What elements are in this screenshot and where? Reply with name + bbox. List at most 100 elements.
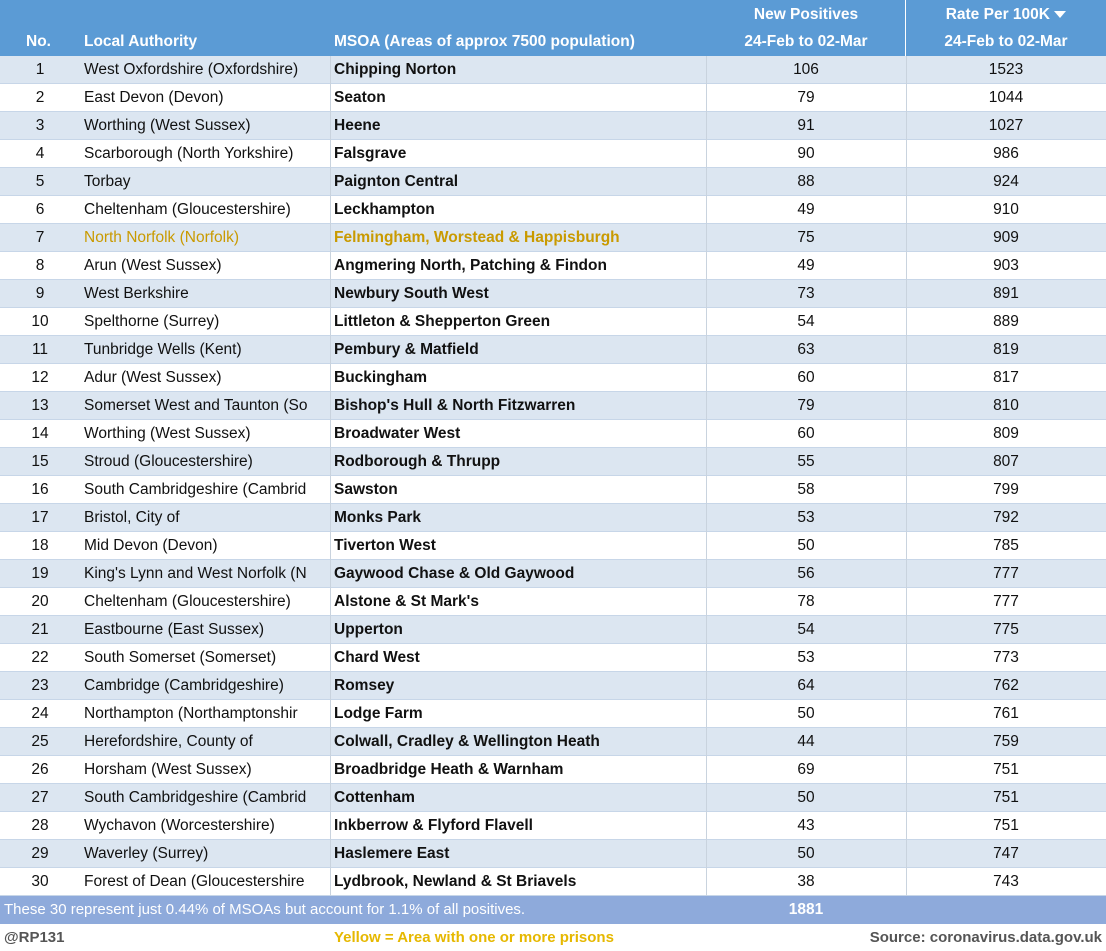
local-authority: Forest of Dean (Gloucestershire — [84, 873, 305, 890]
local-authority: King's Lynn and West Norfolk (N — [84, 565, 307, 582]
new-positives: 106 — [793, 61, 819, 78]
table-row — [0, 336, 1106, 364]
summary-total: 1881 — [788, 901, 824, 918]
row-number: 15 — [31, 453, 49, 470]
local-authority: Worthing (West Sussex) — [84, 117, 251, 134]
new-positives: 91 — [797, 117, 815, 134]
local-authority: Tunbridge Wells (Kent) — [84, 341, 242, 358]
rate: 986 — [993, 145, 1019, 162]
header-msoa: MSOA (Areas of approx 7500 population) — [334, 33, 635, 50]
table-row — [0, 252, 1106, 280]
local-authority: North Norfolk (Norfolk) — [84, 229, 240, 246]
row-number: 2 — [35, 89, 45, 106]
table-row — [0, 840, 1106, 868]
table-row — [0, 812, 1106, 840]
table-row — [0, 700, 1106, 728]
msoa: Tiverton West — [334, 537, 436, 554]
sort-icon[interactable] — [1054, 10, 1067, 19]
new-positives: 78 — [797, 593, 815, 610]
local-authority: Cambridge (Cambridgeshire) — [84, 677, 284, 694]
row-number: 21 — [31, 621, 49, 638]
rate: 761 — [993, 705, 1019, 722]
row-number: 17 — [31, 509, 49, 526]
header-period: 24-Feb to 02-Mar — [944, 33, 1068, 50]
row-number: 14 — [31, 425, 49, 442]
msoa: Buckingham — [334, 369, 428, 386]
new-positives: 88 — [797, 173, 815, 190]
table-row — [0, 84, 1106, 112]
header-no: No. — [26, 33, 51, 50]
rate: 1523 — [988, 61, 1024, 78]
rate: 773 — [993, 649, 1019, 666]
local-authority: South Somerset (Somerset) — [84, 649, 277, 666]
msoa: Chard West — [334, 649, 420, 666]
new-positives: 54 — [797, 621, 815, 638]
table-row — [0, 56, 1106, 84]
row-number: 11 — [31, 341, 49, 358]
new-positives: 38 — [797, 873, 815, 890]
table-row — [0, 168, 1106, 196]
new-positives: 53 — [797, 509, 815, 526]
table-row — [0, 112, 1106, 140]
legend-note: Yellow = Area with one or more prisons — [334, 929, 614, 946]
row-number: 25 — [31, 733, 49, 750]
rate: 924 — [993, 173, 1019, 190]
table-row — [0, 420, 1106, 448]
msoa: Upperton — [334, 621, 403, 638]
new-positives: 53 — [797, 649, 815, 666]
new-positives: 60 — [797, 425, 815, 442]
local-authority: Cheltenham (Gloucestershire) — [84, 201, 291, 218]
local-authority: Somerset West and Taunton (So — [84, 397, 308, 414]
msoa: Sawston — [334, 481, 398, 498]
local-authority: Cheltenham (Gloucestershire) — [84, 593, 291, 610]
msoa: Broadbridge Heath & Warnham — [334, 761, 564, 778]
rate: 762 — [993, 677, 1019, 694]
new-positives: 63 — [797, 341, 815, 358]
rate: 809 — [993, 425, 1019, 442]
rate: 903 — [993, 257, 1019, 274]
rate: 777 — [993, 565, 1019, 582]
row-number: 30 — [31, 873, 49, 890]
row-number: 18 — [31, 537, 49, 554]
row-number: 22 — [31, 649, 49, 666]
local-authority: Scarborough (North Yorkshire) — [84, 145, 294, 162]
new-positives: 73 — [797, 285, 815, 302]
header-divider — [905, 0, 906, 56]
msoa: Broadwater West — [334, 425, 461, 442]
row-number: 13 — [31, 397, 49, 414]
new-positives: 50 — [797, 789, 815, 806]
local-authority: Stroud (Gloucestershire) — [84, 453, 253, 470]
msoa: Heene — [334, 117, 381, 134]
local-authority: West Berkshire — [84, 285, 189, 302]
msoa: Alstone & St Mark's — [334, 593, 479, 610]
table-row — [0, 448, 1106, 476]
summary-bg — [0, 896, 1106, 924]
header-bg — [0, 0, 1106, 56]
new-positives: 44 — [797, 733, 815, 750]
column-divider — [706, 56, 707, 896]
new-positives: 90 — [797, 145, 815, 162]
row-number: 5 — [35, 173, 45, 190]
rate: 747 — [993, 845, 1019, 862]
msoa: Romsey — [334, 677, 395, 694]
new-positives: 64 — [797, 677, 815, 694]
msoa: Bishop's Hull & North Fitzwarren — [334, 397, 576, 414]
new-positives: 50 — [797, 705, 815, 722]
local-authority: Worthing (West Sussex) — [84, 425, 251, 442]
row-number: 23 — [31, 677, 49, 694]
row-number: 26 — [31, 761, 49, 778]
row-number: 27 — [31, 789, 49, 806]
table-row — [0, 868, 1106, 896]
local-authority: Bristol, City of — [84, 509, 180, 526]
msoa: Newbury South West — [334, 285, 489, 302]
table-row — [0, 476, 1106, 504]
rate: 759 — [993, 733, 1019, 750]
new-positives: 69 — [797, 761, 815, 778]
table-row — [0, 616, 1106, 644]
row-number: 8 — [35, 257, 45, 274]
local-authority: Wychavon (Worcestershire) — [84, 817, 275, 834]
new-positives: 79 — [797, 89, 815, 106]
row-number: 1 — [35, 61, 45, 78]
msoa: Colwall, Cradley & Wellington Heath — [334, 733, 600, 750]
local-authority: Eastbourne (East Sussex) — [84, 621, 265, 638]
